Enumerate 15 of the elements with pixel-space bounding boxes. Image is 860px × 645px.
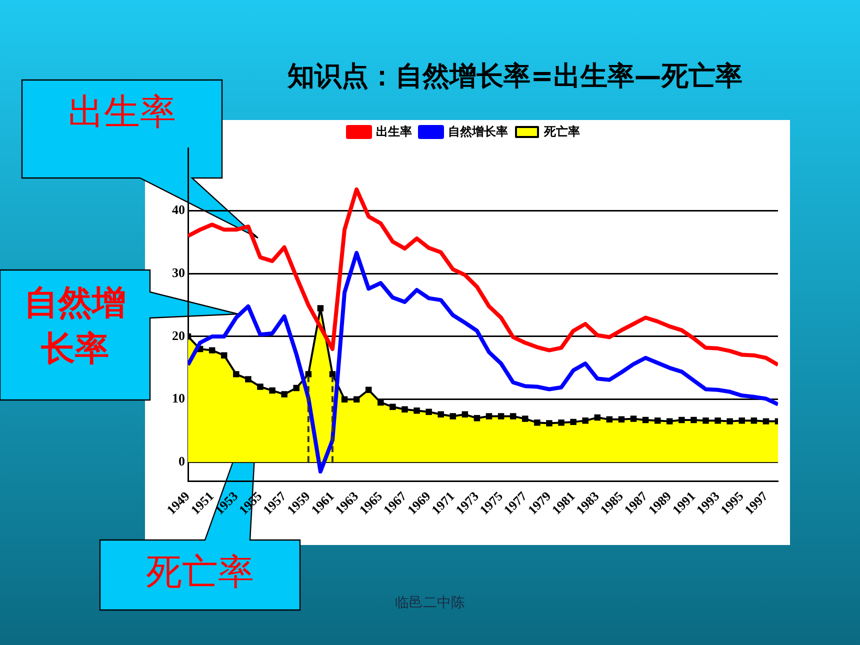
y-tick-label: 30 [172, 265, 185, 280]
x-tick-label: 1951 [188, 488, 217, 518]
chart-title: 知识点：自然增长率=出生率—死亡率 [286, 61, 742, 92]
x-tick-label: 1961 [308, 488, 337, 518]
y-tick-label: 20 [172, 328, 185, 343]
text: 临邑二中陈 [394, 594, 466, 612]
y-tick-label: 0 [178, 454, 185, 469]
x-tick-label: 1971 [428, 488, 458, 518]
y-tick-label: 10 [172, 390, 185, 406]
x-tick-label: 1981 [548, 488, 578, 518]
legend-label: 死亡率 [543, 124, 580, 138]
legend-label: 自然增长率 [448, 124, 508, 138]
x-tick-label: 1991 [669, 488, 698, 518]
y-tick-label: 40 [172, 202, 185, 218]
legend-label: 出生率 [376, 124, 412, 138]
